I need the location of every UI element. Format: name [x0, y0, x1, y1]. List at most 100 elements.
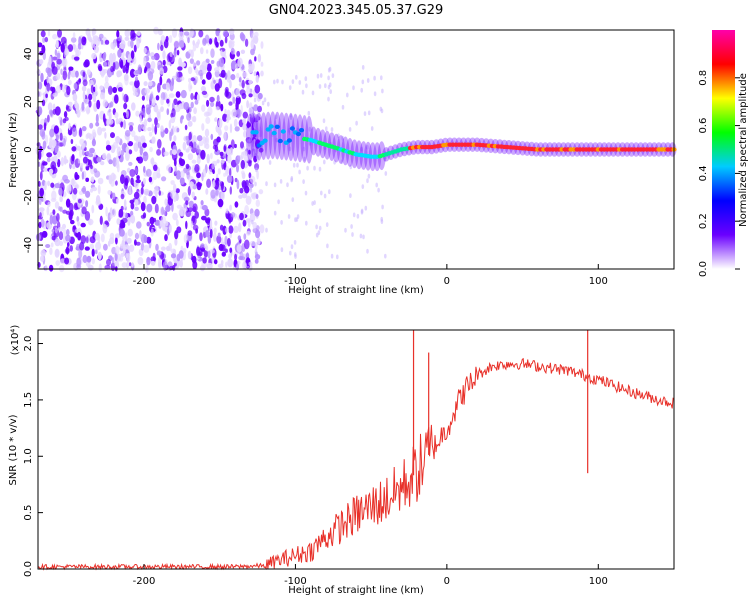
noise-speckle [73, 56, 80, 61]
noise-speckle [59, 132, 63, 141]
noise-speckle [230, 159, 237, 168]
noise-speckle [154, 203, 159, 214]
noise-speckle [200, 200, 204, 206]
noise-speckle [45, 93, 48, 99]
noise-speckle [125, 146, 130, 154]
noise-speckle [171, 77, 175, 87]
noise-speckle [360, 146, 364, 152]
noise-speckle [42, 140, 47, 150]
noise-speckle [168, 93, 175, 98]
noise-speckle [373, 75, 376, 81]
noise-speckle [192, 62, 197, 67]
noise-speckle [157, 139, 162, 149]
noise-speckle [234, 253, 238, 261]
noise-speckle [57, 29, 62, 38]
noise-speckle [99, 57, 104, 63]
noise-speckle [75, 49, 82, 56]
noise-speckle [129, 125, 134, 132]
noise-speckle [235, 88, 241, 99]
noise-speckle [326, 243, 329, 249]
noise-speckle [130, 177, 134, 185]
noise-speckle [76, 243, 80, 251]
noise-speckle [246, 230, 251, 236]
noise-speckle [43, 167, 49, 172]
noise-speckle [189, 58, 194, 64]
noise-speckle [252, 221, 257, 229]
noise-speckle [156, 149, 162, 156]
ridge-point [262, 138, 268, 143]
spectrogram-marks [35, 26, 677, 273]
noise-speckle [225, 165, 230, 175]
ridge-halo [286, 113, 295, 162]
noise-speckle [157, 112, 161, 122]
ridge-point [253, 130, 259, 135]
noise-speckle [246, 86, 251, 95]
noise-speckle [49, 128, 55, 138]
noise-speckle [61, 84, 67, 93]
noise-speckle [60, 157, 64, 167]
noise-speckle [140, 187, 144, 195]
noise-speckle [112, 192, 116, 200]
noise-speckle [39, 187, 44, 197]
noise-speckle [315, 232, 319, 238]
noise-speckle [330, 253, 334, 259]
noise-speckle [135, 110, 140, 117]
noise-speckle [117, 49, 122, 58]
noise-speckle [296, 162, 299, 168]
noise-speckle [48, 141, 53, 149]
noise-speckle [124, 36, 130, 41]
noise-speckle [209, 249, 215, 254]
noise-speckle [123, 73, 129, 82]
noise-speckle [103, 243, 108, 251]
noise-speckle [160, 246, 166, 251]
noise-speckle [162, 50, 166, 60]
noise-speckle [298, 80, 302, 85]
noise-speckle [53, 125, 60, 134]
noise-speckle [254, 258, 259, 264]
noise-speckle [221, 244, 226, 252]
noise-speckle [180, 115, 184, 120]
noise-speckle [346, 92, 349, 98]
noise-speckle [248, 93, 253, 98]
noise-speckle [86, 108, 91, 114]
noise-speckle [242, 123, 248, 131]
noise-speckle [70, 219, 75, 225]
noise-speckle [188, 131, 192, 141]
noise-speckle [82, 90, 86, 101]
noise-speckle [187, 230, 193, 237]
noise-speckle [52, 92, 58, 98]
noise-speckle [206, 99, 210, 107]
noise-speckle [162, 59, 166, 66]
noise-speckle [102, 53, 106, 62]
noise-speckle [100, 161, 105, 166]
noise-speckle [46, 157, 51, 163]
noise-speckle [231, 108, 237, 118]
noise-speckle [366, 178, 369, 184]
noise-speckle [100, 233, 105, 243]
noise-speckle [136, 221, 142, 229]
noise-speckle [46, 152, 53, 158]
noise-speckle [178, 57, 183, 67]
x-tick-label: 100 [589, 576, 608, 587]
noise-speckle [175, 71, 179, 79]
noise-speckle [97, 177, 104, 185]
noise-speckle [349, 164, 353, 170]
noise-speckle [360, 208, 364, 214]
noise-speckle [250, 150, 255, 158]
noise-speckle [82, 79, 88, 87]
noise-speckle [194, 164, 200, 173]
noise-speckle [109, 232, 115, 240]
noise-speckle [106, 258, 111, 266]
noise-speckle [203, 111, 210, 117]
noise-speckle [57, 226, 64, 232]
noise-speckle [79, 162, 84, 168]
noise-speckle [212, 169, 215, 175]
ridge-halo [250, 113, 259, 162]
noise-speckle [236, 179, 240, 190]
noise-speckle [308, 141, 312, 146]
noise-speckle [184, 124, 188, 131]
noise-speckle [194, 99, 199, 105]
noise-speckle [241, 192, 248, 199]
noise-speckle [128, 238, 132, 244]
noise-speckle [256, 237, 261, 245]
